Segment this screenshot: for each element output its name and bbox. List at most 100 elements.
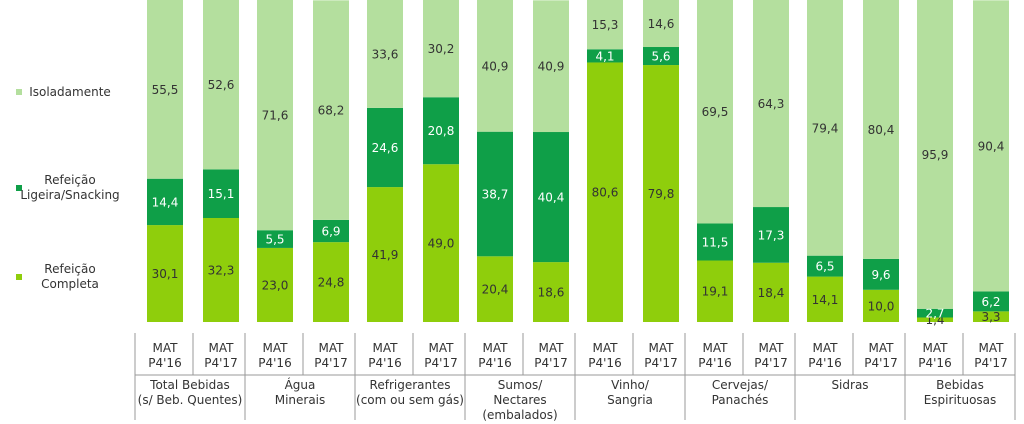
value-label: 79,8 xyxy=(648,187,675,201)
value-label: 69,5 xyxy=(702,105,729,119)
value-label: 30,2 xyxy=(428,42,455,56)
x-tick-label: MAT P4'17 xyxy=(204,341,238,370)
legend-marker xyxy=(16,89,22,95)
bar-segment xyxy=(973,291,1009,312)
bar-segment xyxy=(477,131,513,257)
bar-segment xyxy=(257,247,293,322)
group-label: Vinho/ Sangria xyxy=(607,378,653,407)
value-label: 15,1 xyxy=(208,187,235,201)
bar-segment xyxy=(863,289,899,322)
x-tick-label: MAT P4'16 xyxy=(698,341,732,370)
bar-segment xyxy=(643,47,679,66)
x-tick-label: MAT P4'17 xyxy=(754,341,788,370)
bar-segment xyxy=(973,0,1009,292)
bar-segment xyxy=(203,217,239,322)
value-label: 79,4 xyxy=(812,121,839,135)
value-label: 18,4 xyxy=(758,286,785,300)
value-label: 52,6 xyxy=(208,78,235,92)
value-label: 24,6 xyxy=(372,141,399,155)
group-label: Cervejas/ Panachés xyxy=(711,378,769,407)
value-label: 24,8 xyxy=(318,276,345,290)
value-label: 64,3 xyxy=(758,97,785,111)
value-label: 90,4 xyxy=(978,139,1005,153)
group-label: Total Bebidas (s/ Beb. Quentes) xyxy=(137,378,243,407)
value-label: 80,6 xyxy=(592,186,619,200)
bar-segment xyxy=(863,0,899,259)
bar-segment xyxy=(643,65,679,322)
bar-segment xyxy=(423,0,459,98)
value-label: 80,4 xyxy=(868,123,895,137)
bar-segment xyxy=(313,219,349,243)
x-tick-label: MAT P4'17 xyxy=(314,341,348,370)
value-label: 30,1 xyxy=(152,267,179,281)
value-label: 49,0 xyxy=(428,237,455,251)
bar-segment xyxy=(313,242,349,322)
x-tick-label: MAT P4'17 xyxy=(644,341,678,370)
value-label: 14,6 xyxy=(648,17,675,31)
value-label: 15,3 xyxy=(592,18,619,32)
value-label: 3,3 xyxy=(981,310,1000,324)
value-label: 6,5 xyxy=(815,260,834,274)
bar-segment xyxy=(477,256,513,322)
group-label: Bebidas Espirituosas xyxy=(923,378,997,407)
value-label: 40,9 xyxy=(482,59,509,73)
x-tick-label: MAT P4'17 xyxy=(974,341,1008,370)
bar-segment xyxy=(203,169,239,218)
value-label: 40,9 xyxy=(538,60,565,74)
x-tick-label: MAT P4'16 xyxy=(588,341,622,370)
bar-segment xyxy=(753,0,789,208)
bar-segment xyxy=(533,0,569,133)
bar-segment xyxy=(917,308,953,318)
x-tick-label: MAT P4'16 xyxy=(148,341,182,370)
x-tick-label: MAT P4'16 xyxy=(808,341,842,370)
value-label: 55,5 xyxy=(152,83,179,97)
bar-segment xyxy=(257,230,293,248)
value-label: 71,6 xyxy=(262,108,289,122)
value-label: 40,4 xyxy=(538,191,565,205)
bar-segment xyxy=(533,132,569,263)
legend-label: Refeição Completa xyxy=(41,262,99,291)
bar-segment xyxy=(753,207,789,263)
x-tick-label: MAT P4'16 xyxy=(368,341,402,370)
value-label: 20,8 xyxy=(428,124,455,138)
bar-segment xyxy=(367,107,403,188)
bar-segment xyxy=(367,0,403,108)
bar-segment xyxy=(973,311,1009,322)
bar-segment xyxy=(697,223,733,261)
bar-segment xyxy=(367,187,403,322)
value-label: 9,6 xyxy=(871,268,890,282)
value-label: 2,7 xyxy=(925,307,944,321)
bar-segment xyxy=(423,97,459,165)
bar-segment xyxy=(587,0,623,50)
bar-segment xyxy=(147,225,183,322)
group-label: Refrigerantes (com ou sem gás) xyxy=(356,378,464,407)
x-tick-label: MAT P4'17 xyxy=(864,341,898,370)
bar-segment xyxy=(587,62,623,323)
value-label: 17,3 xyxy=(758,228,785,242)
x-tick-label: MAT P4'16 xyxy=(258,341,292,370)
group-label: Água Minerais xyxy=(274,378,326,407)
bar-segment xyxy=(643,0,679,48)
bar-segment xyxy=(533,262,569,322)
legend-label: Isoladamente xyxy=(29,84,111,99)
value-label: 4,1 xyxy=(595,49,614,63)
legend-label: Refeição Ligeira/Snacking xyxy=(20,173,120,202)
bar-segment xyxy=(477,0,513,132)
bar-segment xyxy=(863,258,899,290)
bar-segment xyxy=(807,255,843,277)
x-tick-label: MAT P4'17 xyxy=(424,341,458,370)
legend-marker xyxy=(16,185,22,191)
group-label: Sidras xyxy=(831,378,869,392)
value-label: 5,6 xyxy=(651,50,670,64)
value-label: 32,3 xyxy=(208,263,235,277)
value-label: 95,9 xyxy=(922,148,949,162)
x-tick-label: MAT P4'16 xyxy=(478,341,512,370)
value-label: 18,6 xyxy=(538,286,565,300)
bar-segment xyxy=(697,260,733,322)
legend-marker xyxy=(16,274,22,280)
x-tick-label: MAT P4'16 xyxy=(918,341,952,370)
value-label: 5,5 xyxy=(265,233,284,247)
bar-segment xyxy=(917,317,953,322)
